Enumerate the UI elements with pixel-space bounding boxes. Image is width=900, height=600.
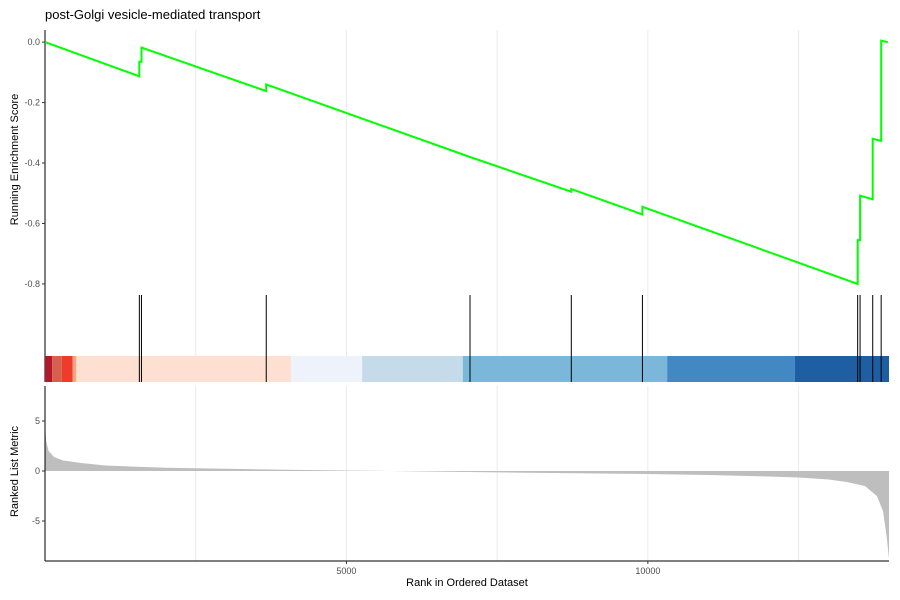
y-axis-title: Running Enrichment Score <box>9 94 21 225</box>
rank-color-band <box>362 356 463 382</box>
rank-color-band <box>61 356 73 382</box>
y-tick-label: -0.2 <box>24 98 40 108</box>
y-tick-label: 0 <box>35 466 40 476</box>
rank-color-band <box>794 356 889 382</box>
y-tick-label: 0.0 <box>27 37 40 47</box>
rank-color-band <box>667 356 795 382</box>
y-axis-title: Ranked List Metric <box>9 425 21 517</box>
running-score-line <box>44 39 889 286</box>
rank-color-band <box>52 356 62 382</box>
ranked-metric-area <box>45 423 889 559</box>
rank-color-band <box>290 356 363 382</box>
x-tick-label: 5000 <box>336 566 356 576</box>
x-axis-title: Rank in Ordered Dataset <box>406 577 528 589</box>
x-tick-label: 10000 <box>635 566 660 576</box>
rank-color-band <box>462 356 668 382</box>
rank-color-band <box>76 356 291 382</box>
rank-color-band <box>45 356 53 382</box>
y-tick-label: -0.4 <box>24 158 40 168</box>
y-tick-label: -0.6 <box>24 218 40 228</box>
chart-title: post-Golgi vesicle-mediated transport <box>45 7 261 22</box>
y-tick-label: -0.8 <box>24 279 40 289</box>
y-tick-label: -5 <box>32 516 40 526</box>
rank-color-band <box>72 356 77 382</box>
y-tick-label: 5 <box>35 416 40 426</box>
